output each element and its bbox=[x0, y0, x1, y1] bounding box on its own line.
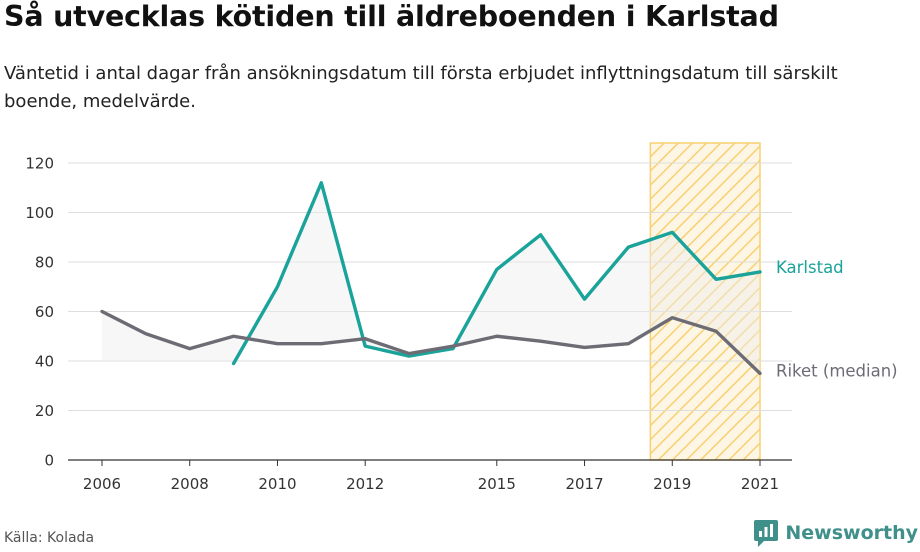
y-tick-label: 60 bbox=[35, 303, 54, 321]
x-tick-label: 2017 bbox=[565, 475, 603, 493]
y-tick-label: 40 bbox=[35, 353, 54, 371]
y-tick-label: 0 bbox=[44, 452, 54, 470]
y-tick-label: 20 bbox=[35, 402, 54, 420]
series-line-riket bbox=[100, 309, 762, 376]
series-line-karlstad bbox=[231, 181, 762, 366]
x-tick-label: 2015 bbox=[478, 475, 516, 493]
x-tick-label: 2012 bbox=[346, 475, 384, 493]
brand-name: Newsworthy bbox=[785, 522, 918, 544]
y-tick-label: 120 bbox=[25, 155, 54, 173]
series-label-riket: Riket (median) bbox=[776, 361, 898, 380]
x-tick-label: 2010 bbox=[258, 475, 296, 493]
chart-subtitle: Väntetid i antal dagar från ansökningsda… bbox=[4, 63, 838, 112]
brand-logo: Newsworthy bbox=[753, 518, 918, 548]
x-tick-label: 2021 bbox=[741, 475, 779, 493]
series-gap-area bbox=[233, 182, 761, 374]
chart-title: Så utvecklas kötiden till äldreboenden i… bbox=[4, 0, 779, 33]
y-tick-label: 80 bbox=[35, 254, 54, 272]
riket-pre-area bbox=[102, 311, 234, 361]
x-tick-label: 2008 bbox=[171, 475, 209, 493]
highlight-band bbox=[649, 142, 761, 461]
series-label-karlstad: Karlstad bbox=[776, 258, 844, 277]
newsworthy-icon bbox=[754, 520, 779, 547]
source-note: Källa: Kolada bbox=[4, 530, 95, 546]
x-tick-label: 2006 bbox=[83, 475, 121, 493]
x-tick-label: 2019 bbox=[653, 475, 691, 493]
y-tick-label: 100 bbox=[25, 204, 54, 222]
